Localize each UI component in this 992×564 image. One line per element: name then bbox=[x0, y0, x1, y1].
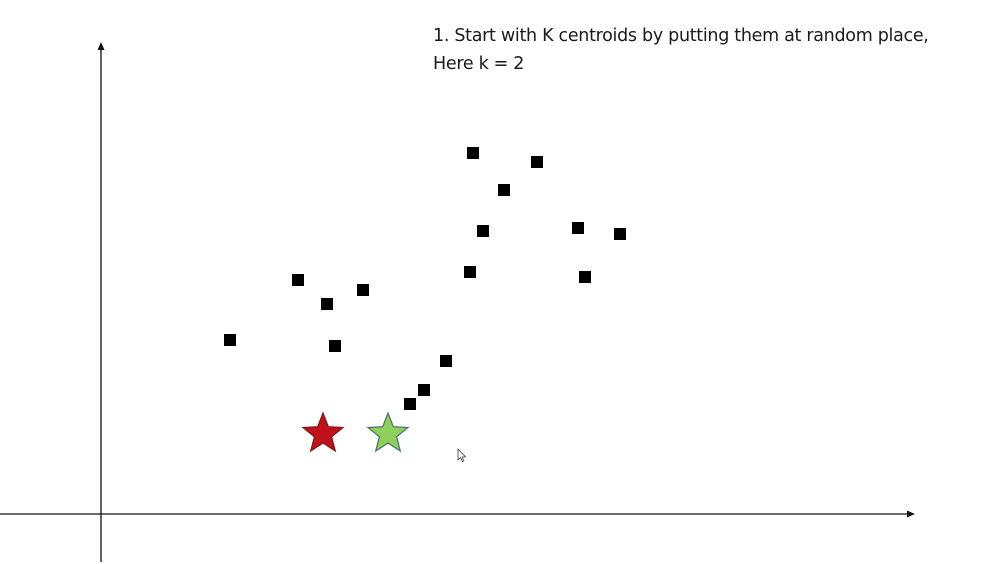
step-caption: 1. Start with K centroids by putting the… bbox=[433, 22, 988, 78]
data-point bbox=[614, 228, 626, 240]
data-point bbox=[404, 398, 416, 410]
data-point bbox=[440, 355, 452, 367]
data-point bbox=[357, 284, 369, 296]
data-point bbox=[498, 184, 510, 196]
data-point bbox=[321, 298, 333, 310]
data-point bbox=[579, 271, 591, 283]
data-point bbox=[292, 274, 304, 286]
caption-line-2: Here k = 2 bbox=[433, 54, 525, 74]
data-point bbox=[329, 340, 341, 352]
centroid-2-star-icon bbox=[366, 411, 410, 453]
mouse-pointer-icon bbox=[457, 448, 467, 463]
data-point bbox=[418, 384, 430, 396]
data-point bbox=[467, 147, 479, 159]
centroid-1-star-icon bbox=[301, 411, 345, 453]
data-point bbox=[224, 334, 236, 346]
y-axis-arrowhead bbox=[97, 42, 105, 50]
data-point bbox=[477, 225, 489, 237]
data-point bbox=[464, 266, 476, 278]
data-points bbox=[224, 147, 626, 410]
caption-line-1: 1. Start with K centroids by putting the… bbox=[433, 26, 929, 46]
data-point bbox=[531, 156, 543, 168]
data-point bbox=[572, 222, 584, 234]
x-axis-arrowhead bbox=[907, 510, 915, 518]
